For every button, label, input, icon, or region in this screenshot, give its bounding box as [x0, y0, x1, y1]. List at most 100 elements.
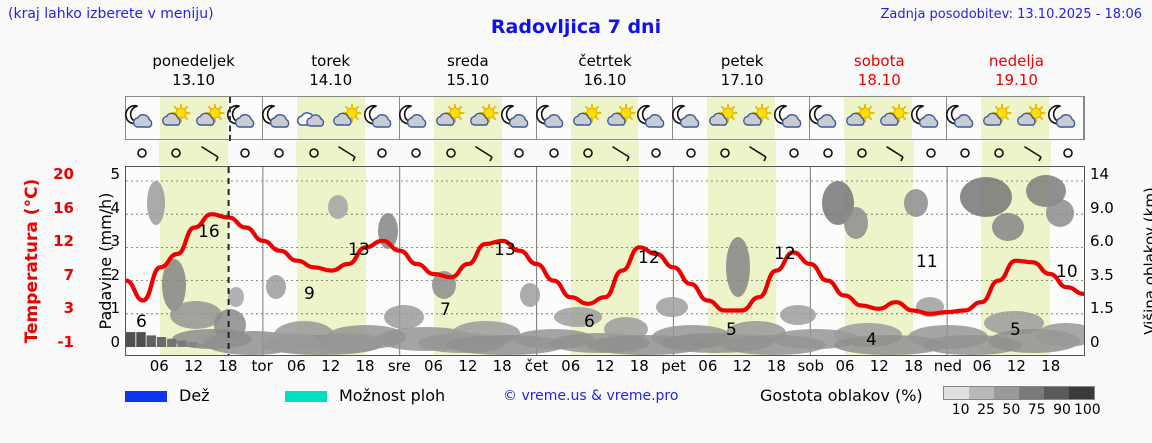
cloud-density-tick: 50	[1002, 402, 1021, 418]
moon-cloud-icon	[1048, 97, 1084, 139]
moon-cloud-icon	[261, 97, 297, 139]
precipitation-axis-title: Padavine (mm/h)	[78, 166, 115, 356]
cloud-height-tick: 6.0	[1090, 232, 1114, 251]
x-axis-tick: 18	[492, 357, 512, 375]
wind-barb	[639, 141, 673, 165]
day-header-6: nedelja 19.10	[948, 52, 1085, 92]
precipitation-tick: 4	[110, 198, 120, 217]
x-axis-labels: 06 12 18 tor 06 12 18 sre 06 12 18 čet 06 12 18 pet 06 12…	[125, 357, 1085, 379]
sun-cloud-icon	[433, 97, 468, 139]
x-axis-tick: 18	[355, 357, 375, 375]
x-axis-tick: 12	[321, 357, 341, 375]
plot-canvas: 6 16 9 13 7 13 6 12 5 12 4 11 5 10	[126, 167, 1084, 355]
precipitation-tick: 5	[110, 165, 120, 183]
cloud-density-legend-title: Gostota oblakov (%)	[760, 386, 923, 405]
day-name: četrtek	[578, 52, 632, 70]
wind-day-1	[262, 141, 399, 165]
day-header-2: sreda 15.10	[399, 52, 536, 92]
x-axis-tick: ned	[933, 357, 962, 375]
temperature-point-label: 5	[726, 320, 737, 340]
copyright-link[interactable]: © vreme.us & vreme.pro	[503, 388, 679, 404]
wind-barb	[811, 141, 845, 165]
x-axis-tick: sob	[797, 357, 824, 375]
wind-barb	[536, 141, 570, 165]
cloud-density-swatch	[1044, 387, 1069, 399]
x-axis-tick: 06	[149, 357, 169, 375]
temperature-point-label: 13	[348, 240, 370, 260]
moon-cloud-icon	[946, 97, 982, 139]
wind-barb	[125, 141, 159, 165]
precipitation-tick: 3	[110, 232, 120, 251]
icon-day-5	[809, 97, 948, 139]
x-axis-tick: 06	[972, 357, 992, 375]
day-name: torek	[311, 52, 351, 70]
wind-barb	[948, 141, 982, 165]
cloud-height-axis-label: Višina oblakov (km)	[1141, 187, 1152, 335]
precipitation-tick: 1	[110, 299, 120, 318]
cloud-height-tick: 14	[1090, 165, 1110, 183]
wind-day-4	[674, 141, 811, 165]
temperature-tick: 20	[53, 165, 74, 183]
x-axis-tick: 12	[184, 357, 204, 375]
wind-barb	[399, 141, 433, 165]
moon-cloud-icon	[124, 97, 160, 139]
day-header-5: sobota 18.10	[811, 52, 948, 92]
wind-barb	[674, 141, 708, 165]
x-axis-tick: sre	[387, 357, 411, 375]
cloud-height-axis-title: Višina oblakov (km)	[1122, 166, 1152, 356]
page-title: Radovljica 7 dni	[490, 16, 662, 38]
day-date: 18.10	[857, 71, 901, 89]
moon-cloud-icon	[398, 97, 434, 139]
temperature-tick: -1	[57, 333, 74, 351]
sun-cloud-icon	[741, 97, 776, 139]
x-axis-tick: 06	[698, 357, 718, 375]
x-axis-tick: 06	[835, 357, 855, 375]
temperature-tick: 7	[63, 265, 74, 284]
forecast-plot: 6 16 9 13 7 13 6 12 5 12 4 11 5 10	[125, 166, 1085, 356]
wind-barb	[914, 141, 948, 165]
x-axis-tick: 18	[904, 357, 924, 375]
x-axis-tick: 18	[1041, 357, 1061, 375]
moon-cloud-icon	[774, 97, 810, 139]
moon-cloud-icon	[363, 97, 399, 139]
cloud-density-swatch	[1069, 387, 1094, 399]
moon-cloud-icon	[226, 97, 262, 139]
now-line	[228, 97, 231, 141]
last-update-text: Zadnja posodobitev: 13.10.2025 - 18:06	[880, 7, 1142, 22]
sun-cloud-icon	[570, 97, 605, 139]
cloud-density-swatch	[1019, 387, 1044, 399]
cloud-icon	[296, 97, 331, 139]
band-cell	[433, 167, 469, 355]
day-header-3: četrtek 16.10	[536, 52, 673, 92]
temperature-point-label: 11	[916, 252, 938, 272]
sun-cloud-icon	[330, 97, 365, 139]
cloud-density-scale-labels: 10 25 50 75 90 100	[935, 402, 1105, 420]
wind-day-6	[948, 141, 1085, 165]
day-name: sobota	[853, 52, 905, 70]
x-axis-tick: 06	[561, 357, 581, 375]
moon-cloud-icon	[500, 97, 536, 139]
moon-cloud-icon	[809, 97, 845, 139]
wind-barb	[982, 141, 1017, 165]
moon-cloud-icon	[911, 97, 947, 139]
cloud-density-swatch	[994, 387, 1019, 399]
wind-day-0	[125, 141, 262, 165]
wind-barb	[228, 141, 262, 165]
x-axis-tick: čet	[524, 357, 549, 375]
sun-cloud-icon	[878, 97, 913, 139]
temperature-point-label: 5	[1010, 320, 1021, 340]
cloud-density-swatch	[969, 387, 994, 399]
sun-cloud-icon	[467, 97, 502, 139]
cloud-density-scale	[943, 386, 1095, 400]
wind-barb	[159, 141, 194, 165]
wind-barb	[193, 141, 228, 165]
sun-cloud-icon	[844, 97, 879, 139]
sun-cloud-icon	[707, 97, 742, 139]
wind-barb	[1016, 141, 1051, 165]
cloud-height-tick: 0	[1090, 333, 1100, 351]
wind-barb	[330, 141, 365, 165]
sun-cloud-icon	[159, 97, 194, 139]
temperature-point-label: 9	[304, 284, 315, 304]
temperature-point-label: 6	[136, 312, 147, 332]
wind-barb	[776, 141, 810, 165]
